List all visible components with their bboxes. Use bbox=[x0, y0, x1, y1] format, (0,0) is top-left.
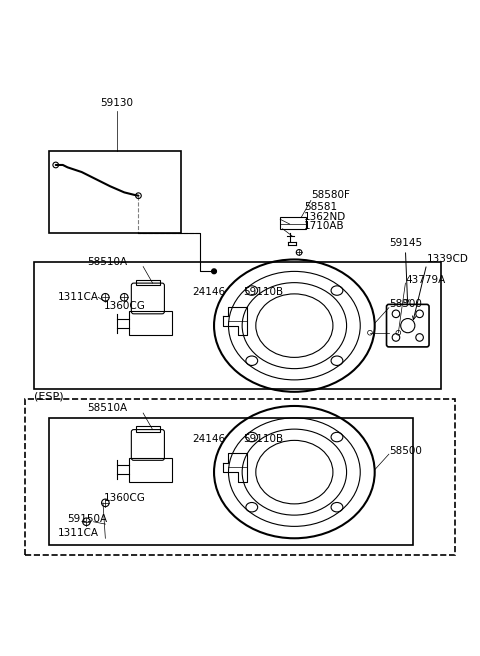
Text: 59110B: 59110B bbox=[243, 434, 284, 443]
Bar bbox=[136, 280, 160, 285]
Text: 58580F: 58580F bbox=[311, 190, 350, 201]
Text: 1360CG: 1360CG bbox=[103, 302, 145, 312]
Circle shape bbox=[212, 269, 216, 274]
Bar bbox=[280, 217, 306, 229]
Text: 24146: 24146 bbox=[193, 434, 226, 443]
Bar bbox=[35, 262, 441, 390]
Bar bbox=[48, 418, 412, 545]
Text: 58581: 58581 bbox=[304, 202, 337, 213]
Bar bbox=[129, 458, 171, 482]
Bar bbox=[136, 426, 160, 432]
Text: 43779A: 43779A bbox=[406, 274, 445, 285]
Text: 58510A: 58510A bbox=[88, 403, 128, 413]
Text: 1311CA: 1311CA bbox=[58, 528, 99, 539]
Text: 1339CD: 1339CD bbox=[427, 255, 468, 264]
Bar bbox=[25, 399, 455, 555]
Bar bbox=[48, 151, 181, 234]
Text: 1362ND: 1362ND bbox=[304, 212, 346, 222]
Text: 59150A: 59150A bbox=[68, 514, 108, 524]
Bar bbox=[129, 312, 171, 335]
Text: 58510A: 58510A bbox=[88, 256, 128, 266]
Text: 1311CA: 1311CA bbox=[58, 292, 99, 302]
Text: 58500: 58500 bbox=[389, 299, 422, 309]
Text: 24146: 24146 bbox=[193, 287, 226, 297]
Text: 59110B: 59110B bbox=[243, 287, 284, 297]
Text: 58500: 58500 bbox=[389, 445, 422, 455]
Text: 59145: 59145 bbox=[389, 237, 422, 248]
Text: 1710AB: 1710AB bbox=[304, 221, 345, 231]
Text: 59130: 59130 bbox=[101, 98, 133, 108]
Text: (ESP): (ESP) bbox=[35, 391, 64, 401]
Text: 1360CG: 1360CG bbox=[103, 493, 145, 503]
